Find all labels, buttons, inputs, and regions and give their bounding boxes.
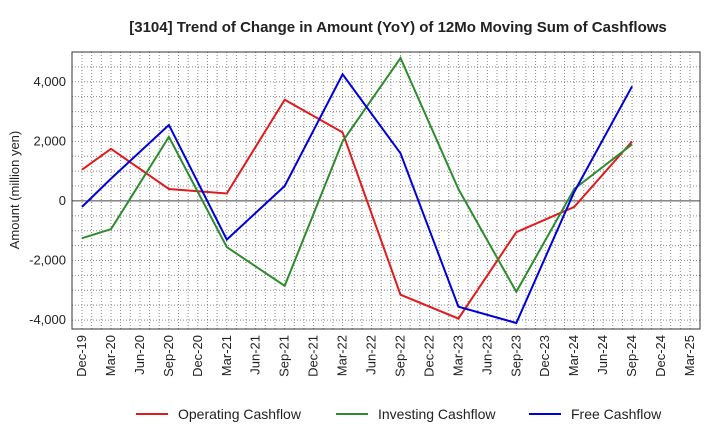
x-tick-label: Sep-20 bbox=[161, 335, 176, 377]
y-tick-labels: 4,000 2,000 0 -2,000 -4,000 bbox=[29, 74, 66, 327]
series-lines bbox=[81, 55, 633, 325]
y-tick-label: 4,000 bbox=[33, 74, 66, 89]
x-tick-label: Sep-24 bbox=[624, 335, 639, 377]
x-tick-label: Dec-22 bbox=[421, 335, 436, 377]
x-tick-label: Jun-23 bbox=[479, 335, 494, 375]
series-line-investing-cashflow bbox=[81, 55, 633, 294]
legend-label: Free Cashflow bbox=[571, 406, 662, 422]
y-tick-label: 0 bbox=[59, 193, 66, 208]
x-tick-label: Mar-24 bbox=[566, 335, 581, 376]
series-line-free-cashflow bbox=[81, 72, 633, 325]
chart-title: [3104] Trend of Change in Amount (YoY) o… bbox=[129, 19, 667, 36]
x-tick-label: Mar-21 bbox=[219, 335, 234, 376]
x-tick-label: Sep-21 bbox=[277, 335, 292, 377]
x-tick-label: Mar-20 bbox=[103, 335, 118, 376]
y-tick-label: 2,000 bbox=[33, 133, 66, 148]
x-tick-label: Dec-20 bbox=[190, 335, 205, 377]
x-tick-label: Dec-21 bbox=[306, 335, 321, 377]
x-tick-label: Jun-24 bbox=[595, 335, 610, 375]
x-tick-label: Jun-21 bbox=[248, 335, 263, 375]
x-tick-label: Dec-23 bbox=[537, 335, 552, 377]
plot-frame bbox=[71, 51, 701, 330]
x-tick-labels: Dec-19 Mar-20 Jun-20 Sep-20 Dec-20 Mar-21 Jun-… bbox=[74, 335, 697, 377]
x-tick-label: Dec-19 bbox=[74, 335, 89, 377]
x-tick-label: Sep-22 bbox=[392, 335, 407, 377]
x-tick-label: Jun-20 bbox=[132, 335, 147, 375]
x-tick-label: Dec-24 bbox=[653, 335, 668, 377]
legend-label: Investing Cashflow bbox=[378, 406, 496, 422]
y-tick-label: -4,000 bbox=[29, 312, 66, 327]
plot-area bbox=[72, 52, 700, 329]
grid-lines bbox=[72, 51, 700, 329]
legend-label: Operating Cashflow bbox=[178, 406, 302, 422]
legend: Operating Cashflow Investing Cashflow Free… bbox=[136, 406, 662, 422]
x-tick-label: Mar-22 bbox=[335, 335, 350, 376]
y-axis-label: Amount (million yen) bbox=[7, 131, 22, 250]
x-tick-label: Mar-25 bbox=[682, 335, 697, 376]
x-tick-label: Mar-23 bbox=[450, 335, 465, 376]
x-tick-label: Jun-22 bbox=[364, 335, 379, 375]
y-tick-label: -2,000 bbox=[29, 252, 66, 267]
series-line-operating-cashflow bbox=[81, 98, 633, 320]
x-tick-label: Sep-23 bbox=[508, 335, 523, 377]
